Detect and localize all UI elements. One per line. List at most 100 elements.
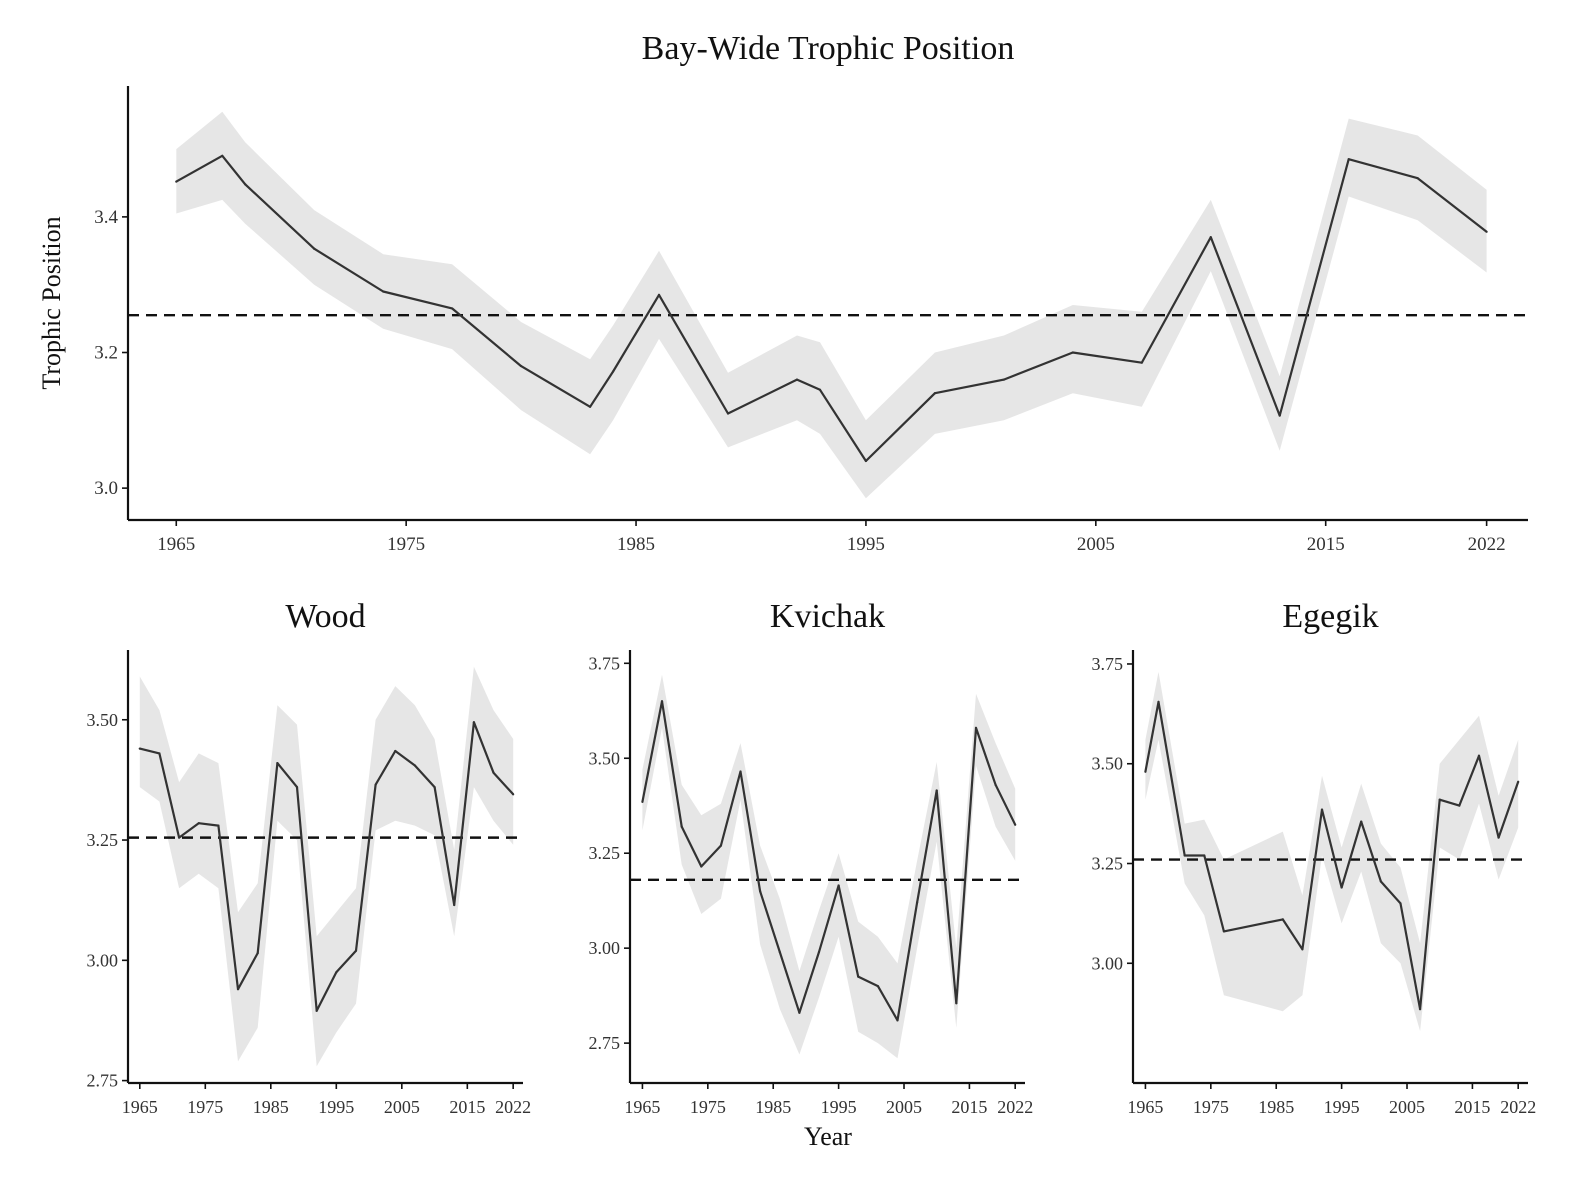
x-tick-label: 1985 [1258, 1097, 1294, 1117]
y-tick-label: 3.25 [589, 843, 621, 863]
x-tick-label: 1975 [387, 534, 425, 555]
data-point [795, 378, 799, 381]
data-point [158, 752, 161, 755]
x-tick-label: 2015 [1307, 534, 1345, 555]
x-tick-label: 2005 [1077, 534, 1115, 555]
data-point [512, 793, 515, 796]
data-point [177, 836, 181, 839]
data-point [837, 884, 840, 887]
data-point [1497, 836, 1500, 839]
data-point [1320, 808, 1324, 811]
data-point [857, 975, 860, 978]
data-point [138, 747, 141, 750]
confidence-band [176, 111, 1487, 499]
data-point [933, 392, 936, 395]
series-line [1144, 700, 1520, 1011]
data-point [896, 1019, 899, 1022]
y-tick-label: 3.75 [589, 653, 621, 673]
data-point [1144, 770, 1147, 773]
x-tick-label: 1975 [690, 1097, 726, 1117]
data-point [1301, 948, 1304, 951]
data-point [295, 786, 299, 789]
panel-egegik: 3.00 3.25 3.50 3.75 1965 1975 1985 1995 2005 2015… [1092, 650, 1536, 1117]
panel-bay-wide: 3.0 3.2 3.4 1965 1975 1985 1995 2005 2015 2022 [94, 86, 1528, 555]
data-point [1140, 361, 1143, 364]
data-point [680, 825, 683, 828]
data-point [1485, 230, 1488, 233]
x-axis-label: Year [804, 1122, 852, 1151]
x-tick-label: 1995 [821, 1097, 857, 1117]
x-tick-label: 2005 [384, 1097, 420, 1117]
data-point [817, 950, 821, 954]
data-point [256, 952, 259, 955]
data-point [1071, 351, 1074, 354]
data-point [955, 1002, 958, 1005]
data-point [394, 749, 397, 753]
x-tick-label: 1995 [1324, 1097, 1360, 1117]
data-point [588, 405, 592, 408]
panel-title-egegik: Egegik [1282, 598, 1379, 635]
x-tick-label: 1965 [1127, 1097, 1163, 1117]
y-axis-label: Trophic Position [37, 216, 66, 390]
data-point [472, 721, 475, 724]
data-point [818, 388, 822, 391]
data-point [1222, 930, 1226, 933]
data-point [641, 800, 644, 804]
data-point [1517, 780, 1520, 783]
x-tick-label: 2022 [997, 1097, 1033, 1117]
data-point [1418, 1008, 1422, 1011]
y-tick-label: 3.50 [1092, 754, 1124, 774]
data-point [374, 783, 377, 786]
data-point [175, 180, 178, 183]
data-point [1360, 820, 1363, 823]
data-point [354, 949, 358, 952]
data-point [520, 364, 523, 368]
series-line [641, 700, 1017, 1022]
data-point [413, 764, 417, 767]
data-point [935, 789, 938, 792]
data-point [276, 761, 279, 765]
y-tick-label: 3.25 [1092, 854, 1124, 874]
data-point [1458, 804, 1461, 807]
data-point [1209, 236, 1212, 239]
data-point [739, 770, 742, 773]
data-point [1416, 177, 1419, 180]
data-point [197, 822, 200, 825]
x-tick-label: 1995 [318, 1097, 354, 1117]
y-tick-label: 3.2 [94, 343, 118, 364]
data-point [313, 247, 316, 250]
panel-title-wood: Wood [285, 598, 366, 635]
x-tick-label: 1965 [624, 1097, 660, 1117]
data-point [1379, 880, 1382, 883]
data-point [1157, 700, 1160, 703]
data-point [719, 844, 723, 847]
data-point [915, 901, 919, 904]
data-point [451, 307, 454, 310]
y-tick-label: 3.00 [1092, 953, 1124, 973]
confidence-band [642, 674, 1016, 1059]
x-tick-label: 1995 [847, 534, 885, 555]
data-point [1002, 378, 1005, 381]
data-point [1340, 886, 1343, 889]
data-point [315, 1009, 318, 1012]
x-tick-label: 2015 [1454, 1097, 1490, 1117]
data-point [1477, 754, 1481, 757]
x-tick-label: 1985 [253, 1097, 289, 1117]
data-point [1438, 798, 1441, 801]
y-tick-label: 3.50 [589, 748, 621, 768]
x-tick-label: 1985 [617, 534, 655, 555]
data-point [759, 890, 762, 893]
data-point [1183, 854, 1186, 857]
data-point [657, 293, 661, 296]
y-tick-label: 3.0 [94, 478, 118, 499]
data-point [492, 771, 495, 774]
x-tick-label: 1975 [187, 1097, 223, 1117]
data-point [1281, 918, 1284, 921]
series-line [139, 721, 515, 1012]
y-tick-label: 3.4 [94, 207, 118, 228]
data-point [974, 726, 978, 729]
x-tick-label: 2015 [449, 1097, 485, 1117]
data-point [864, 459, 868, 463]
data-point [453, 903, 456, 907]
